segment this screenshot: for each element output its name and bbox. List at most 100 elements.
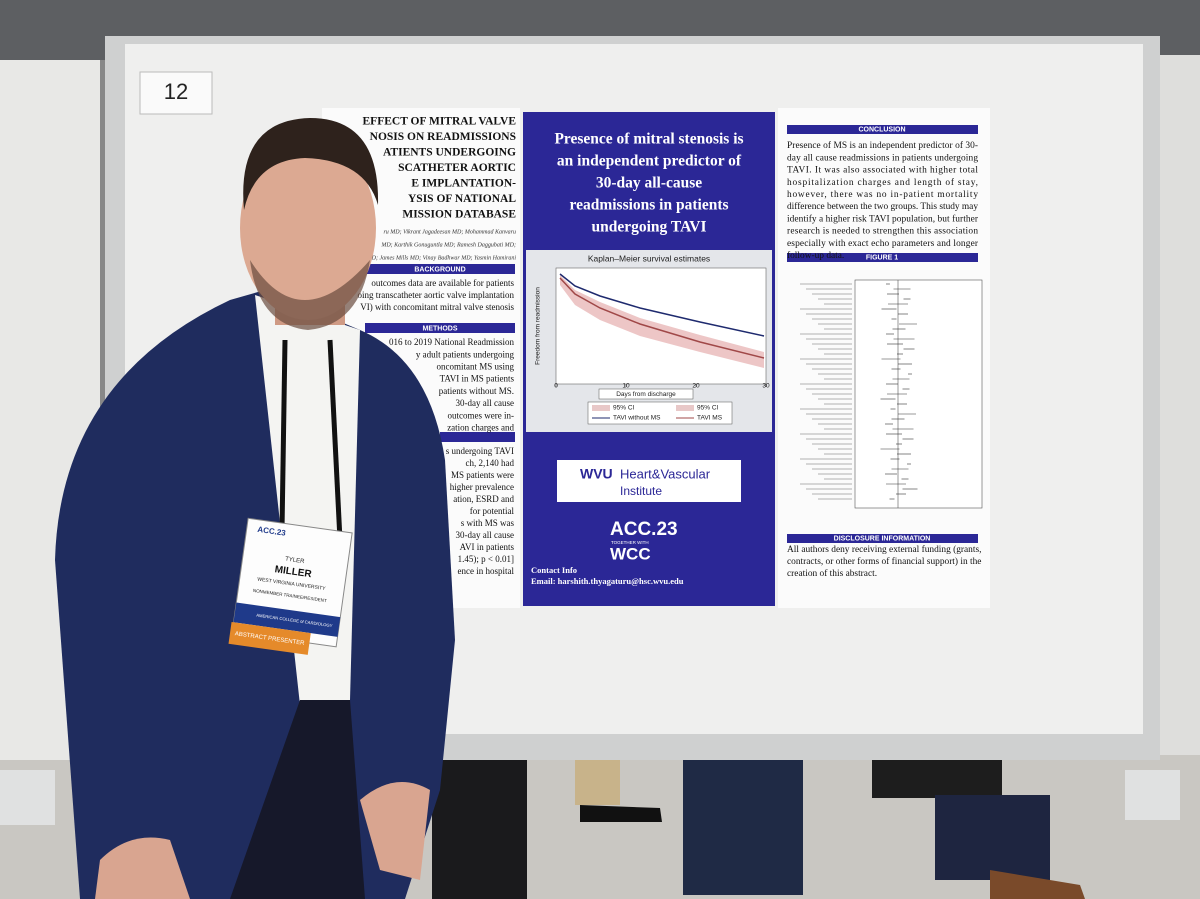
body-text: Presence of MS is an independent predict… [787, 140, 978, 151]
body-text: All authors deny receiving external fund… [787, 544, 981, 555]
body-text: ence in hospital [458, 566, 515, 576]
lanyard [279, 339, 288, 531]
contact-heading: Contact Info [531, 565, 577, 575]
contact-email: Email: harshith.thyagaturu@hsc.wvu.edu [531, 576, 684, 586]
body-text: TAVI. It was also associated with higher… [787, 166, 978, 176]
body-text: oing transcatheter aortic valve implanta… [358, 290, 515, 300]
acc-line2: WCC [610, 544, 651, 563]
body-text: however, there was no in-patient mortali… [787, 190, 978, 200]
body-text: zation charges and [447, 422, 514, 432]
beard [250, 260, 370, 330]
body-text: creation of this abstract. [787, 568, 877, 579]
x-label-box [598, 388, 694, 400]
side-board [1160, 55, 1200, 755]
badge-band [233, 602, 341, 637]
body-text: s with MS was [461, 518, 515, 528]
section-bar [365, 323, 515, 333]
poster-title: MISSION DATABASE [402, 209, 516, 221]
legend-label: 95% CI [613, 405, 635, 412]
logo-wvu: WVU [580, 466, 613, 482]
body-text: patients without MS. [439, 386, 514, 396]
km-title: Kaplan–Meier survival estimates [588, 253, 710, 263]
body-text: 30-day all cause [456, 530, 514, 540]
km-x-label: Days from discharge [616, 391, 676, 398]
body-text: oncomitant MS using [436, 361, 514, 371]
x-tick-label: 20 [692, 383, 700, 390]
acc-together: TOGETHER WITH [611, 540, 649, 545]
hair [243, 118, 379, 210]
forest-rows [800, 283, 918, 500]
poster-title: E IMPLANTATION- [411, 178, 516, 190]
body-text: VI) with concomitant mitral valve stenos… [360, 302, 514, 312]
poster-title: EFFECT OF MITRAL VALVE [363, 116, 517, 128]
legend-label: TAVI without MS [613, 415, 661, 422]
headline: undergoing TAVI [591, 219, 706, 236]
section-bar [787, 253, 978, 262]
legend-swatch [592, 405, 610, 411]
section-bar [440, 432, 515, 442]
shoe [580, 805, 662, 822]
logo-box [557, 460, 741, 502]
logo-sub: Institute [620, 484, 662, 498]
x-tick-label: 10 [622, 383, 630, 390]
legend-swatch [676, 405, 694, 411]
x-tick-label: 0 [554, 383, 558, 390]
body-text: MS patients were [451, 470, 514, 480]
section-heading: DISCLOSURE INFORMATION [834, 535, 931, 542]
section-heading: METHODS [423, 325, 458, 332]
km-curve [559, 273, 765, 337]
badge-event: ACC.23 [257, 525, 287, 538]
poster-title: NOSIS ON READMISSIONS [370, 131, 516, 143]
section-bar [787, 125, 978, 134]
body-text: 1.45); p < 0.01] [458, 554, 514, 564]
body-text: s undergoing TAVI [446, 446, 514, 456]
body-text: day all cause readmissions in patients u… [787, 153, 978, 163]
badge-name-last: MILLER [274, 564, 313, 580]
x-tick-label: 30 [762, 383, 770, 390]
board-number: 12 [164, 79, 188, 104]
trousers [230, 700, 365, 899]
body-text: contracts, or other forms of financial s… [787, 556, 981, 567]
body-text: follow-up data. [787, 250, 844, 261]
acc-line1: ACC.23 [610, 519, 678, 540]
face [240, 136, 376, 320]
section-bar [365, 264, 515, 274]
authors: D; James Mills MD; Vinay Badhwar MD; Yas… [371, 255, 517, 261]
body-text: ation, ESRD and [453, 494, 514, 504]
headline: readmissions in patients [569, 197, 728, 214]
person-legs [935, 795, 1050, 880]
badge-name-first: TYLER [285, 556, 306, 565]
km-curve [559, 277, 765, 359]
board-number-card [139, 71, 213, 115]
person-legs [683, 760, 803, 895]
body-text: difference between the two groups. This … [787, 201, 978, 212]
legend-box [587, 401, 733, 425]
badge-ribbon [228, 621, 311, 655]
body-text: hospitalization charges and length of st… [787, 177, 978, 188]
km-y-label: Freedom from readmission [535, 287, 542, 365]
section-bar [787, 534, 978, 543]
body-text: TAVI in MS patients [440, 374, 515, 384]
body-text: y adult patients undergoing [416, 349, 515, 359]
body-text: research is needed to strengthen this as… [787, 227, 978, 237]
body-text: for potential [470, 506, 515, 516]
bag [872, 760, 1002, 798]
person-legs [575, 760, 620, 805]
authors: MD; Karthik Gonuguntla MD; Ramesh Daggub… [380, 242, 516, 248]
poster-text: EFFECT OF MITRAL VALVE NOSIS ON READMISSI… [358, 116, 982, 586]
hand [95, 837, 190, 899]
poster-title: ATIENTS UNDERGOING [383, 147, 516, 159]
section-heading: CONCLUSION [858, 126, 905, 133]
body-text: 016 to 2019 National Readmission [389, 337, 514, 347]
body-text: 30-day all cause [456, 398, 514, 408]
shoe [990, 870, 1085, 899]
lanyard [327, 339, 343, 541]
section-heading: BACKGROUND [414, 266, 465, 273]
body-text: identify a higher risk TAVI population, … [787, 213, 979, 224]
logo-name: Heart&Vascular [620, 466, 711, 481]
person-legs [432, 760, 527, 899]
body-text: higher prevalence [450, 482, 514, 492]
headline: an independent predictor of [557, 153, 742, 170]
body-text: especially with exact echo parameters an… [787, 239, 979, 249]
